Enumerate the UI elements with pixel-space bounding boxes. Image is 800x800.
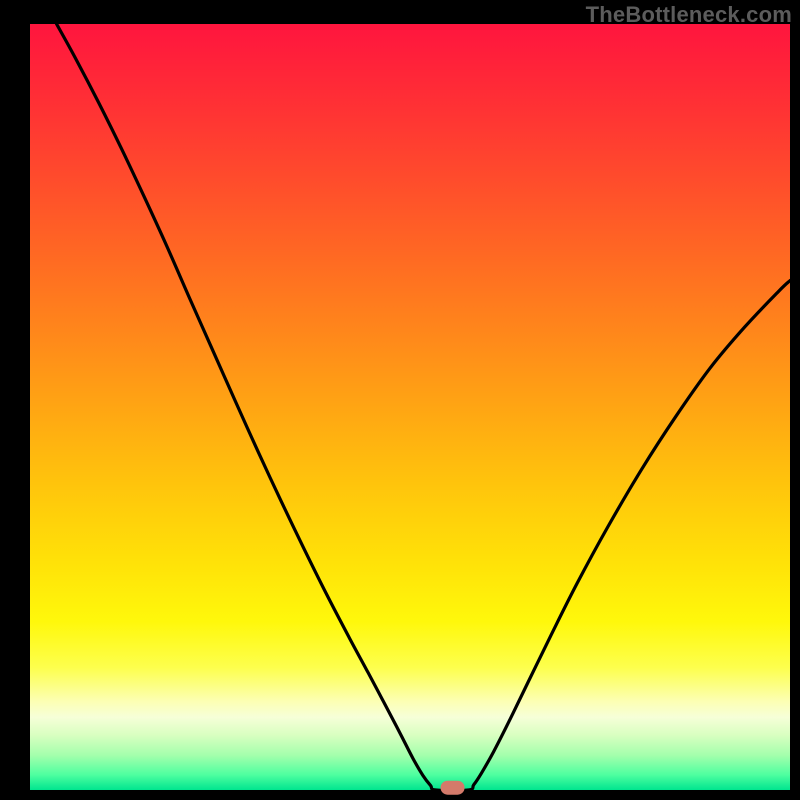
chart-stage: TheBottleneck.com — [0, 0, 800, 800]
plot-background — [30, 24, 790, 790]
bottleneck-chart-svg — [0, 0, 800, 800]
attribution-label: TheBottleneck.com — [586, 2, 792, 28]
minimum-marker — [441, 781, 465, 795]
